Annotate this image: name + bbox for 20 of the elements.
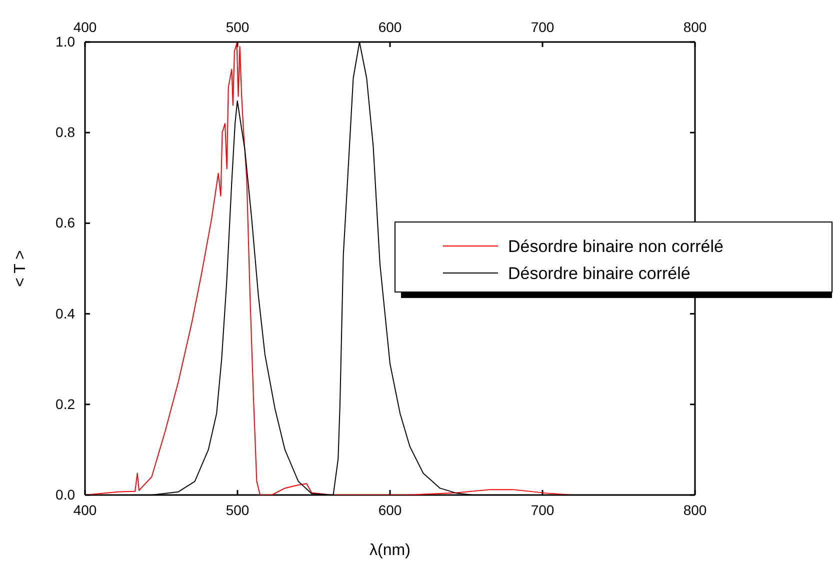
x-axis-title: λ(nm) [370,542,410,559]
x-tick-label: 600 [378,502,402,518]
y-axis-title: < T > [12,250,29,287]
x-tick-label: 800 [683,502,707,518]
x-tick-label: 700 [530,502,554,518]
x-tick-label: 500 [226,502,250,518]
x2-tick-label: 500 [226,19,250,35]
y-tick-label: 0.6 [56,214,76,231]
x2-tick-label: 600 [378,19,402,35]
y-tick-label: 0.8 [56,124,76,140]
legend-label: Désordre binaire corrélé [508,264,690,283]
x-tick-label: 400 [73,502,97,518]
x2-tick-label: 400 [73,19,97,35]
y-tick-label: 1.0 [56,33,76,50]
y-tick-label: 0.4 [56,305,76,322]
y-tick-label: 0.0 [56,486,76,502]
x2-tick-label: 800 [683,19,707,35]
y-tick-label: 0.2 [56,396,76,412]
x2-tick-label: 700 [530,19,554,35]
legend-label: Désordre binaire non corrélé [508,237,724,256]
